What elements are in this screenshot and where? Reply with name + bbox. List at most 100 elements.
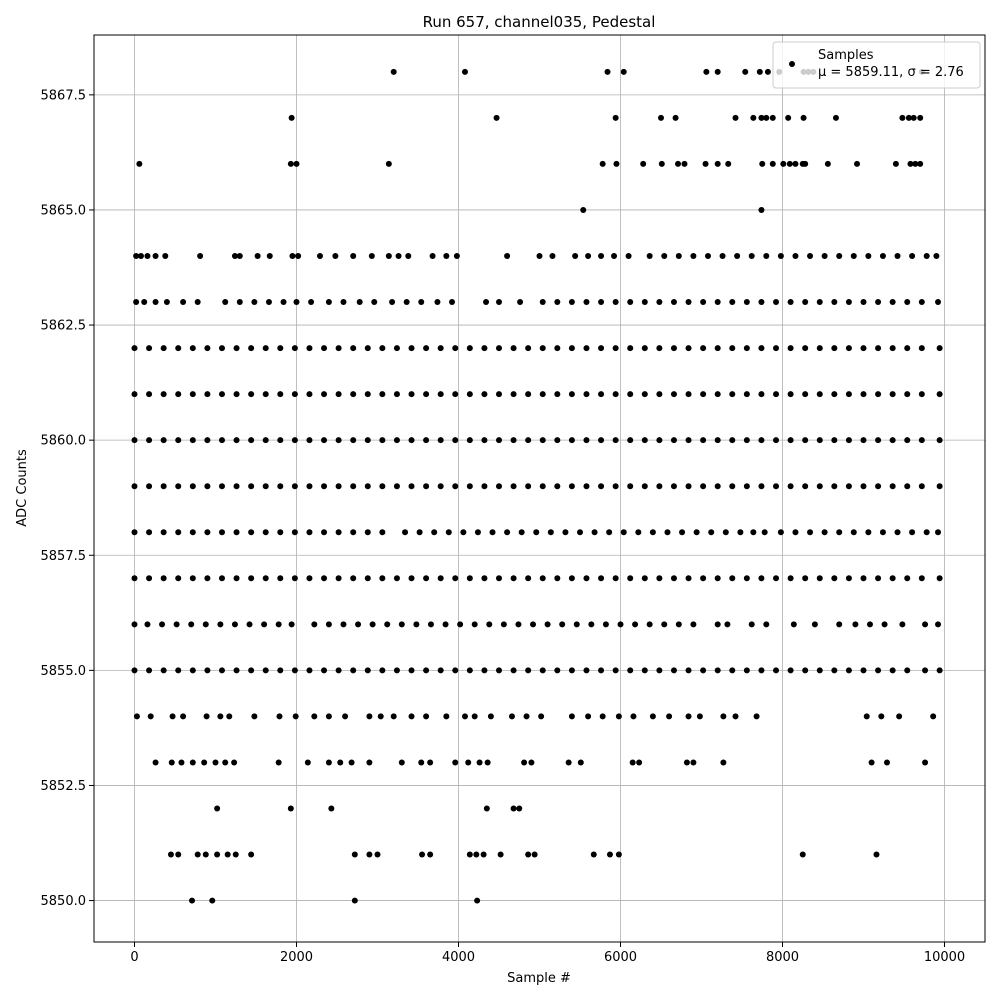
data-point: [131, 345, 138, 352]
data-point: [423, 575, 430, 582]
data-point: [350, 575, 357, 582]
data-point: [658, 114, 664, 121]
data-point: [799, 851, 806, 858]
data-point: [769, 160, 776, 167]
y-tick-label: 5862.5: [41, 319, 87, 334]
data-point: [936, 437, 943, 444]
data-point: [473, 851, 480, 858]
data-point: [437, 437, 444, 444]
data-point: [875, 667, 882, 674]
data-point: [408, 345, 415, 352]
data-point: [328, 805, 335, 812]
data-point: [131, 667, 138, 674]
data-point: [518, 529, 525, 536]
data-point: [340, 299, 347, 306]
y-tick-label: 5867.5: [41, 88, 87, 103]
data-point: [748, 252, 755, 259]
data-point: [160, 345, 167, 352]
data-point: [816, 483, 823, 490]
data-point: [629, 759, 636, 766]
data-point: [865, 252, 872, 259]
data-point: [427, 851, 434, 858]
data-point: [175, 437, 182, 444]
data-point: [131, 575, 138, 582]
data-point: [923, 252, 930, 259]
data-point: [335, 483, 342, 490]
data-point: [461, 68, 468, 75]
data-point: [764, 68, 771, 75]
data-point: [466, 437, 473, 444]
data-point: [577, 529, 583, 536]
data-point: [287, 160, 294, 167]
data-point: [685, 667, 692, 674]
data-point: [792, 529, 799, 536]
data-point: [845, 483, 852, 490]
data-point: [418, 299, 425, 306]
data-point: [291, 667, 298, 674]
data-point: [685, 575, 692, 582]
data-point: [661, 252, 668, 259]
data-point: [875, 575, 882, 582]
data-point: [743, 483, 750, 490]
data-point: [758, 299, 765, 306]
data-point: [189, 345, 196, 352]
data-point: [681, 160, 688, 167]
data-point: [641, 391, 648, 398]
data-point: [337, 759, 344, 766]
data-point: [390, 713, 397, 720]
data-point: [646, 621, 653, 628]
data-point: [743, 391, 750, 398]
data-point: [531, 851, 538, 858]
data-point: [342, 713, 349, 720]
data-point: [389, 299, 396, 306]
data-point: [325, 621, 332, 628]
data-point: [821, 529, 828, 536]
data-point: [335, 345, 342, 352]
data-point: [437, 391, 444, 398]
y-axis-label: ADC Counts: [15, 449, 30, 527]
data-point: [875, 299, 882, 306]
data-point: [598, 345, 605, 352]
data-point: [904, 575, 911, 582]
data-point: [598, 437, 605, 444]
data-point: [658, 160, 665, 167]
data-point: [504, 252, 511, 259]
data-point: [700, 667, 707, 674]
data-point: [831, 345, 838, 352]
data-point: [175, 483, 182, 490]
data-point: [332, 252, 339, 259]
data-point: [525, 437, 532, 444]
data-point: [852, 621, 859, 628]
data-point: [236, 299, 243, 306]
legend-marker: [789, 61, 795, 67]
data-point: [889, 483, 896, 490]
data-point: [670, 391, 677, 398]
data-point: [729, 391, 736, 398]
data-point: [831, 299, 838, 306]
data-point: [627, 345, 634, 352]
data-point: [197, 252, 204, 259]
data-point: [292, 713, 299, 720]
data-point: [693, 529, 700, 536]
data-point: [554, 575, 561, 582]
data-point: [146, 437, 153, 444]
data-point: [484, 759, 491, 766]
data-point: [202, 621, 209, 628]
data-point: [599, 160, 606, 167]
data-point: [923, 529, 930, 536]
data-point: [807, 252, 814, 259]
data-point: [188, 621, 195, 628]
data-point: [203, 713, 210, 720]
data-point: [265, 299, 272, 306]
data-point: [773, 667, 780, 674]
data-point: [521, 759, 528, 766]
data-point: [612, 114, 619, 121]
data-point: [189, 575, 196, 582]
data-point: [471, 713, 478, 720]
data-point: [590, 851, 597, 858]
data-point: [366, 759, 373, 766]
data-point: [865, 529, 872, 536]
data-point: [935, 529, 942, 536]
data-point: [598, 575, 605, 582]
